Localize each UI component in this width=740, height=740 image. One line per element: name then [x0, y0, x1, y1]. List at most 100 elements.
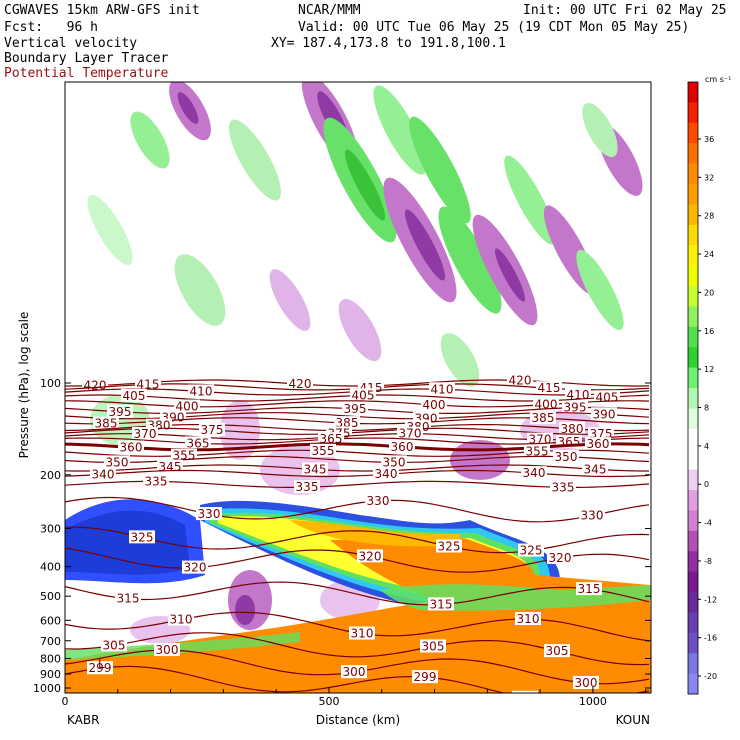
colorbar-swatch	[688, 551, 698, 573]
theta-label-background	[318, 432, 344, 446]
theta-contour-label: 395	[109, 405, 132, 419]
theta-label-background	[196, 507, 222, 521]
theta-contour-label: 365	[187, 436, 210, 450]
theta-contour-line	[65, 469, 650, 478]
theta-label-background	[421, 397, 447, 411]
theta-label-background	[536, 381, 562, 395]
colorbar-swatch	[688, 449, 698, 471]
colorbar-swatch	[688, 143, 698, 165]
theta-label-background	[515, 612, 541, 626]
left-endpoint-label: KABR	[67, 713, 99, 727]
theta-contour-label: 355	[526, 445, 549, 459]
theta-contour-label: 299	[89, 661, 112, 675]
y-tick-label: 200	[40, 469, 61, 482]
colorbar-swatch	[688, 530, 698, 552]
theta-label-background	[533, 397, 559, 411]
theta-label-background	[168, 612, 194, 626]
colorbar: 36 32 28 24 20 16 12 8 4 0 -4 -8 -12 -16 -20	[687, 81, 717, 695]
theta-contour-line	[65, 665, 650, 693]
colorbar-swatch	[688, 428, 698, 450]
theta-contour-label: 405	[352, 388, 375, 402]
colorbar-label: 24	[704, 250, 714, 259]
theta-contour-label: 335	[552, 480, 575, 494]
theta-contour-label: 320	[549, 551, 572, 565]
theta-label-background	[524, 444, 550, 458]
field-boundary-layer: Boundary Layer Tracer	[4, 51, 169, 66]
theta-label-background	[199, 422, 225, 436]
theta-contour-label: 360	[587, 437, 610, 451]
theta-label-background	[579, 508, 605, 522]
x-axis-label: Distance (km)	[316, 713, 400, 727]
theta-label-background	[334, 416, 360, 430]
colorbar-frame	[687, 81, 699, 695]
theta-contour-label: 350	[555, 450, 578, 464]
theta-contour-label: 299	[414, 670, 437, 684]
center-label: NCAR/MMM	[298, 3, 361, 18]
theta-label-background	[107, 404, 133, 418]
theta-contour-line	[65, 581, 650, 606]
theta-label-background	[373, 467, 399, 481]
theta-contour-label: 380	[561, 422, 584, 436]
colorbar-swatch	[688, 592, 698, 613]
colorbar-swatch	[688, 510, 698, 532]
theta-label-background	[512, 690, 538, 693]
theta-contour-line	[65, 496, 650, 523]
theta-label-background	[188, 384, 214, 398]
y-tick-label: 400	[40, 561, 61, 574]
plot-frame	[64, 81, 652, 694]
theta-contour-label: 385	[95, 417, 118, 431]
colorbar-label: -20	[704, 672, 717, 681]
colorbar-swatch	[688, 490, 698, 511]
theta-label-background	[559, 421, 585, 435]
theta-contour-label: 360	[391, 440, 414, 454]
y-tick-label: 800	[40, 652, 61, 665]
y-tick-label: 300	[40, 523, 61, 536]
theta-contour-label: 415	[538, 381, 561, 395]
theta-contour-label: 370	[134, 427, 157, 441]
theta-contour-label: 325	[520, 544, 543, 558]
init-time: Init: 00 UTC Fri 02 May 25	[523, 3, 727, 18]
colorbar-swatch	[688, 122, 698, 144]
colorbar-swatch	[688, 367, 698, 389]
colorbar-swatch	[688, 632, 698, 654]
field-vertical-velocity: Vertical velocity	[4, 36, 138, 51]
theta-contour-label: 400	[423, 398, 446, 412]
colorbar-swatch	[688, 286, 698, 307]
theta-label-background	[104, 455, 130, 469]
theta-label-background	[101, 638, 127, 652]
cross-section-endpoints: XY= 187.4,173.8 to 191.8,100.1	[271, 36, 506, 51]
theta-contour-label: 300	[575, 676, 598, 690]
theta-contour-label: 315	[578, 582, 601, 596]
theta-label-background	[349, 626, 375, 640]
theta-contour-label: 400	[176, 400, 199, 414]
theta-contour-label: 385	[532, 411, 555, 425]
x-axis: 0 500 1000	[62, 687, 647, 708]
theta-label-background	[342, 401, 368, 415]
colorbar-swatch	[688, 673, 698, 695]
theta-label-background	[521, 466, 547, 480]
theta-contour-label: 370	[399, 427, 422, 441]
theta-contour-label: 330	[367, 494, 390, 508]
theta-label-background	[185, 436, 211, 450]
theta-label-background	[420, 639, 446, 653]
colorbar-swatch	[688, 82, 698, 103]
theta-contour-label: 300	[343, 665, 366, 679]
colorbar-swatch	[688, 163, 698, 185]
theta-label-background	[562, 400, 588, 414]
theta-label-background	[507, 373, 533, 387]
colorbar-swatch	[688, 388, 698, 409]
theta-contour-label: 340	[375, 467, 398, 481]
colorbar-swatch	[688, 469, 698, 491]
theta-label-background	[135, 377, 161, 391]
colorbar-swatch	[688, 612, 698, 634]
x-tick-label: 1000	[579, 695, 607, 708]
theta-label-background	[115, 591, 141, 605]
colorbar-label: 36	[704, 135, 714, 144]
theta-label-background	[588, 427, 614, 441]
theta-label-background	[129, 530, 155, 544]
theta-contour-label: 325	[131, 530, 154, 544]
theta-contour-label: 405	[596, 390, 619, 404]
colorbar-label: 16	[704, 327, 714, 336]
